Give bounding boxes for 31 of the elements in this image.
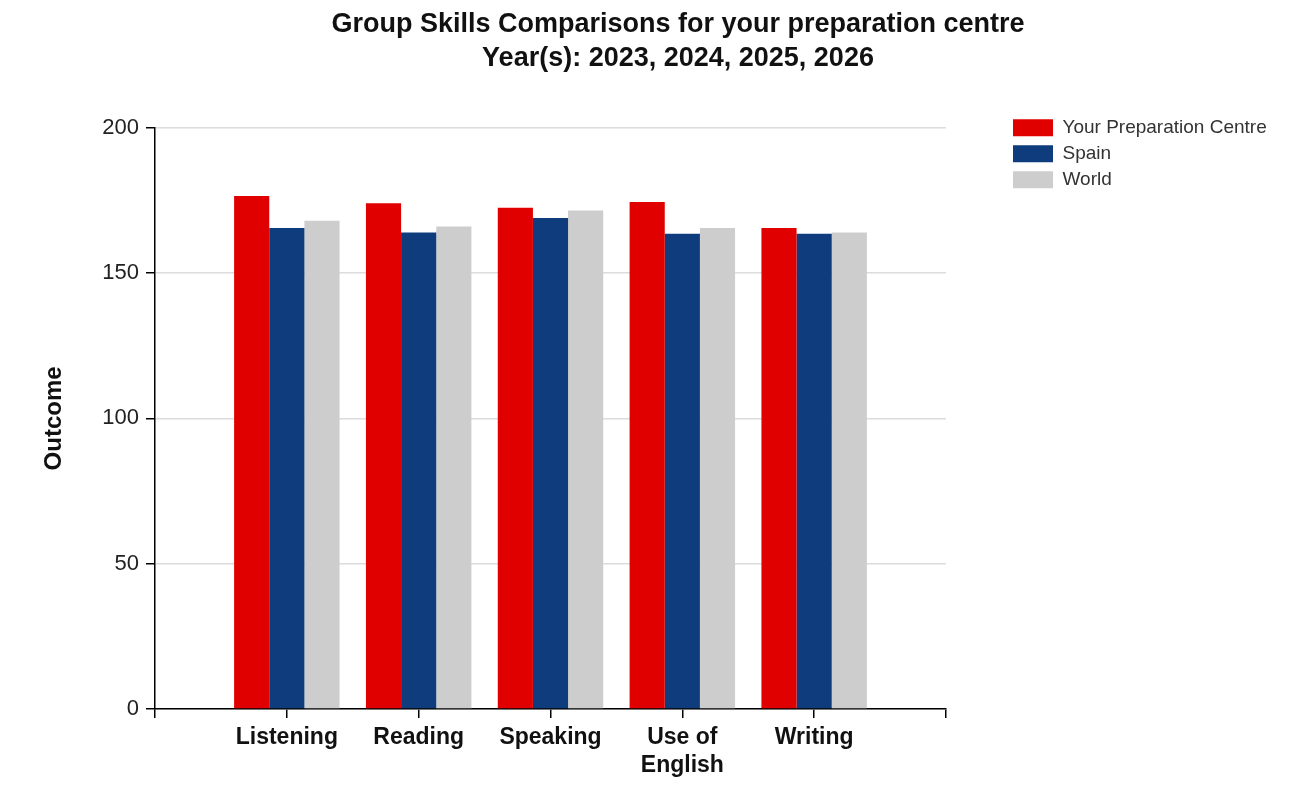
bar: [304, 220, 340, 709]
y-tick-label: 0: [126, 695, 139, 721]
bar: [796, 233, 832, 709]
y-tick-label: 50: [114, 549, 139, 575]
legend-label: Your Preparation Centre: [1062, 116, 1267, 138]
chart-subtitle: Year(s): 2023, 2024, 2025, 2026: [482, 42, 874, 73]
bar: [761, 228, 797, 709]
bar: [365, 203, 402, 709]
y-tick-label: 100: [102, 404, 139, 430]
bar: [568, 210, 604, 709]
bar: [532, 217, 569, 709]
chart-title: Group Skills Comparisons for your preparation centre: [331, 7, 1025, 38]
bar: [831, 232, 867, 709]
x-tick-label: Speaking: [499, 723, 602, 750]
bar: [269, 228, 305, 709]
bar: [629, 201, 665, 709]
y-tick-label: 150: [102, 259, 139, 285]
y-axis-title: Outcome: [39, 366, 67, 471]
x-tick-label: Writing: [774, 723, 854, 750]
bar: [664, 233, 700, 709]
x-tick-label: Listening: [235, 723, 338, 750]
legend-label: Spain: [1062, 142, 1112, 164]
bar: [497, 207, 533, 709]
legend-label: World: [1062, 168, 1112, 190]
bar: [401, 232, 437, 709]
x-tick-label: Use of English: [640, 723, 724, 777]
y-tick-label: 200: [102, 113, 139, 139]
bar: [436, 226, 472, 709]
bar: [234, 196, 270, 709]
bar: [699, 228, 736, 709]
x-tick-label: Reading: [373, 723, 465, 750]
